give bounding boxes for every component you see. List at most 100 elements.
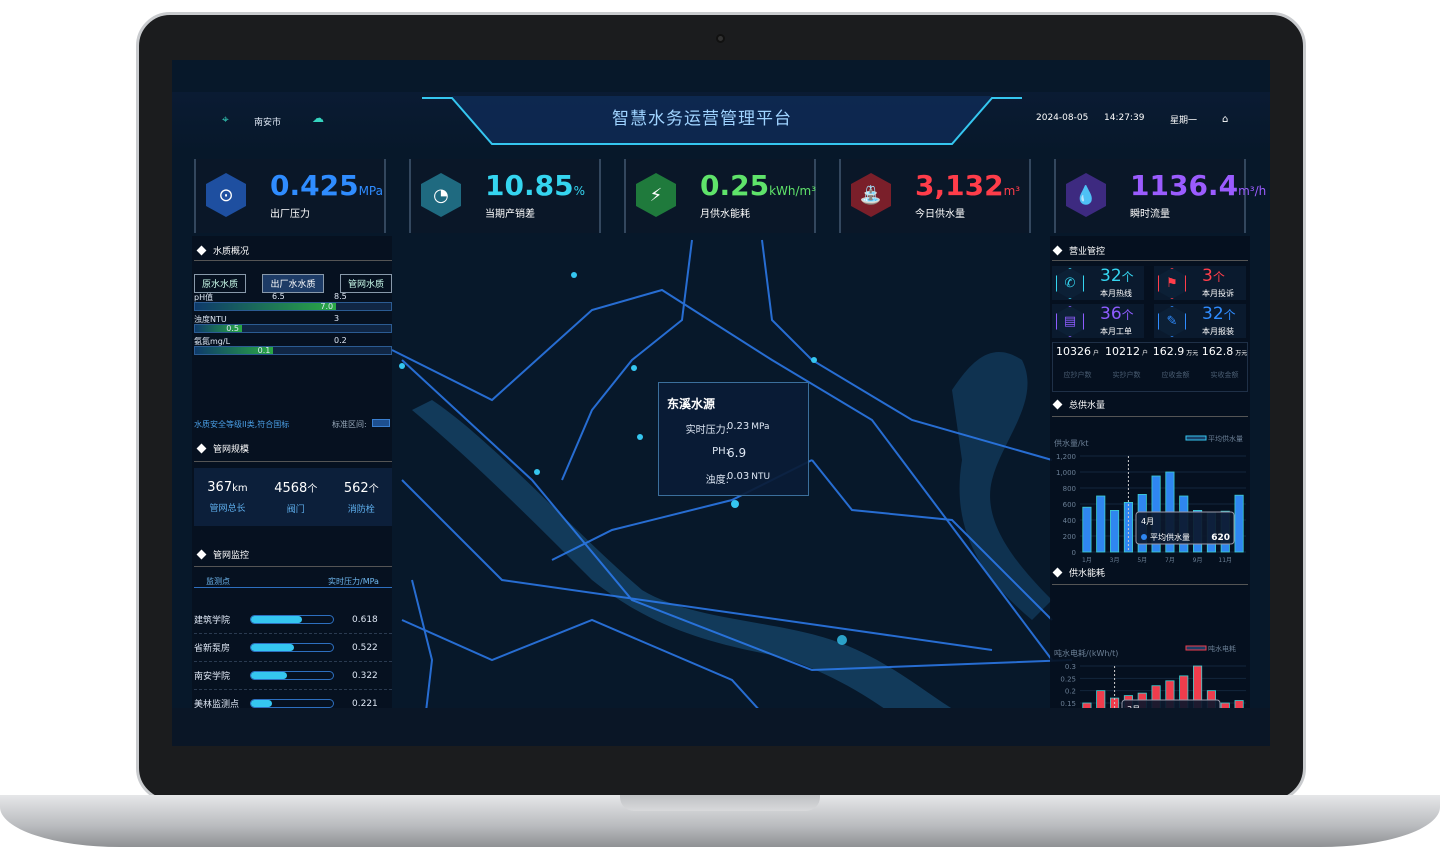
card-unit: 个 — [1121, 308, 1134, 322]
kpi-unit: kWh/m³ — [769, 184, 817, 198]
stat-label: 实收金额 — [1210, 371, 1239, 379]
monitor-point: 省新泵房 — [194, 644, 231, 654]
stat-value: 10326 户 — [1053, 345, 1102, 358]
diamond-icon — [196, 549, 207, 560]
footer-bar — [172, 708, 1270, 746]
kpi-card[interactable]: ⊙ 0.425MPa 出厂压力 — [194, 159, 386, 233]
y-tick-label: 0.15 — [1060, 700, 1076, 708]
scale-stat: 367km 管网总长 — [207, 480, 247, 514]
metric-high: 8.5 — [334, 292, 347, 301]
business-card[interactable]: ✆ 32个 本月热线 — [1052, 266, 1144, 300]
pressure-bar — [250, 699, 334, 708]
quality-metric: 氨氮mg/L 0.2 0.1 — [194, 336, 392, 358]
bar[interactable] — [1082, 506, 1092, 553]
business-card[interactable]: ✎ 32个 本月报装 — [1154, 304, 1246, 338]
y-tick-label: 0.25 — [1060, 675, 1076, 683]
kpi-label: 瞬时流量 — [1130, 209, 1170, 220]
river — [412, 400, 1002, 746]
quality-metric: pH值 6.5 8.5 7.0 — [194, 292, 392, 314]
bar[interactable] — [1123, 502, 1133, 553]
webcam — [716, 34, 725, 43]
billing-stat: 10326 户应抄户数 — [1053, 345, 1102, 380]
supply-chart[interactable]: 供水量/kt 平均供水量 0 200 400 600 800 1,000 1,200 1月 3月 5月… — [1050, 418, 1250, 614]
business-card[interactable]: ⚑ 3个 本月投诉 — [1154, 266, 1246, 300]
quality-metric: 浊度NTU 3 0.5 — [194, 314, 392, 336]
stat-unit: 万元 — [1235, 350, 1248, 357]
section-title: 管网规模 — [213, 445, 250, 455]
bar[interactable] — [1110, 510, 1120, 553]
billing-stat: 162.9 万元应收金额 — [1151, 345, 1200, 380]
tooltip-label: 浊度: — [705, 475, 729, 486]
y-tick-label: 600 — [1063, 501, 1076, 509]
monitor-row[interactable]: 省新泵房 0.522 — [194, 634, 392, 662]
card-value: 36个 — [1100, 304, 1134, 324]
home-icon[interactable]: ⌂ — [1222, 114, 1229, 125]
page-title: 智慧水务运营管理平台 — [612, 109, 792, 129]
kpi-value: 1136.4m³/h — [1130, 169, 1266, 202]
tab-network-water[interactable]: 管网水质 — [339, 274, 392, 293]
drill-icon: ✎ — [1158, 306, 1186, 337]
diamond-icon — [1052, 245, 1063, 256]
kpi-card[interactable]: ⛲ 3,132m³ 今日供水量 — [839, 159, 1031, 233]
tooltip-label: PH: — [712, 446, 729, 457]
tooltip-title: 东溪水源 — [667, 397, 716, 411]
monitor-row[interactable]: 建筑学院 0.618 — [194, 606, 392, 634]
stat-label: 消防栓 — [347, 504, 375, 515]
grade-value: II类,符合国标 — [242, 420, 290, 429]
section-title: 营业管控 — [1069, 247, 1106, 257]
stat-value: 162.9 万元 — [1151, 345, 1200, 358]
tab-raw-water[interactable]: 原水水质 — [194, 274, 247, 293]
monitor-row[interactable]: 南安学院 0.322 — [194, 662, 392, 690]
tooltip-series: 平均供水量 — [1150, 532, 1190, 542]
y-tick-label: 200 — [1063, 533, 1076, 541]
kpi-unit: m³ — [1003, 184, 1021, 198]
value-unit: MPa — [751, 422, 770, 432]
x-tick-label: 7月 — [1165, 557, 1175, 564]
card-number: 36 — [1100, 304, 1122, 324]
value-number: 0.23 — [727, 421, 750, 432]
pressure-bar — [250, 643, 334, 652]
monitor-point: 南安学院 — [194, 672, 231, 682]
kpi-label: 当期产销差 — [485, 209, 535, 220]
network-scale-header: 管网规模 — [196, 442, 250, 455]
faucet-icon: ⛲ — [851, 173, 891, 217]
weekday: 星期一 — [1170, 116, 1198, 126]
pressure-fill — [251, 672, 288, 679]
stat-number: 367 — [207, 480, 233, 495]
pressure-value: 0.322 — [352, 670, 378, 681]
legend-label[interactable]: 吨水电耗 — [1208, 644, 1236, 653]
tab-outlet-water[interactable]: 出厂水水质 — [262, 274, 324, 293]
stat-label: 管网总长 — [209, 504, 246, 514]
bar[interactable] — [1234, 494, 1244, 553]
billing-stat: 10212 户实抄户数 — [1102, 345, 1151, 380]
kpi-card[interactable]: ◔ 10.85% 当期产销差 — [409, 159, 601, 233]
map-markers[interactable] — [399, 272, 847, 645]
kpi-number: 3,132 — [915, 169, 1004, 202]
metric-name: 氨氮mg/L — [194, 337, 231, 346]
kpi-unit: % — [573, 184, 585, 198]
kpi-number: 10.85 — [485, 169, 574, 202]
quality-metrics: pH值 6.5 8.5 7.0 浊度NTU 3 0.5 氨氮mg/L 0.2 0.1 — [194, 292, 392, 358]
monitor-list[interactable]: 建筑学院 0.618 省新泵房 0.522 南安学院 0.322 美林监测点 0.221 — [194, 606, 392, 718]
diamond-icon — [1052, 399, 1063, 410]
y-axis-title: 供水量/kt — [1054, 438, 1088, 448]
stat-label: 应收金额 — [1161, 371, 1190, 379]
metric-high: 3 — [334, 314, 340, 323]
kpi-card[interactable]: ⚡ 0.25kWh/m³ 月供水能耗 — [624, 159, 816, 233]
metric-bar: 0.1 — [194, 346, 392, 355]
pressure-bar — [250, 615, 334, 624]
business-card[interactable]: ▤ 36个 本月工单 — [1052, 304, 1144, 338]
divider — [194, 461, 392, 462]
kpi-label: 月供水能耗 — [700, 209, 750, 220]
section-title: 管网监控 — [213, 551, 250, 561]
kpi-card[interactable]: 💧 1136.4m³/h 瞬时流量 — [1054, 159, 1266, 233]
bar[interactable] — [1096, 495, 1106, 553]
divider — [194, 260, 392, 261]
diamond-icon — [196, 443, 207, 454]
legend-label[interactable]: 平均供水量 — [1208, 434, 1243, 443]
card-unit: 个 — [1223, 308, 1236, 322]
stat-unit: 个 — [368, 483, 379, 495]
section-title: 总供水量 — [1069, 401, 1106, 411]
business-header: 营业管控 — [1052, 244, 1106, 257]
stat-number: 162.9 — [1152, 345, 1185, 358]
